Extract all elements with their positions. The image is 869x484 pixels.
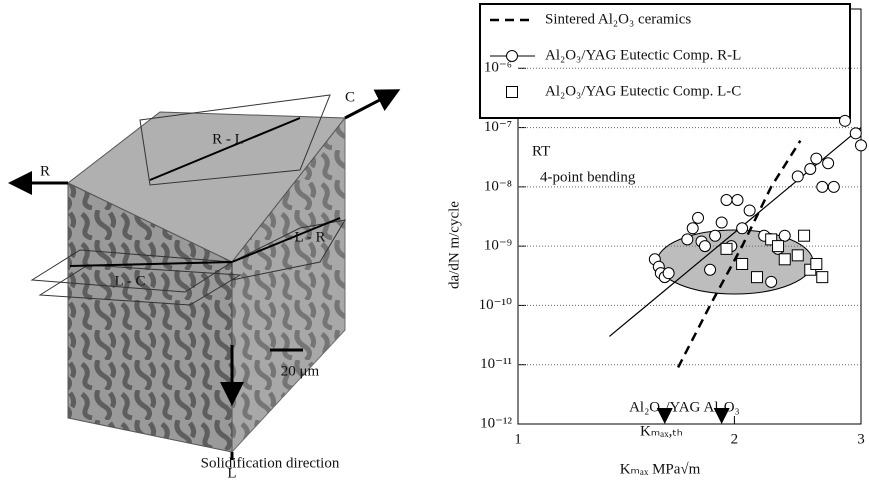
square-marker <box>765 233 778 246</box>
circle-marker <box>686 222 699 235</box>
y-tick-label: 10⁻⁶ <box>484 60 512 76</box>
circle-marker <box>791 170 804 183</box>
square-marker <box>736 257 749 270</box>
dashed-line <box>676 140 802 368</box>
circle-marker <box>692 211 705 224</box>
fit-line <box>608 127 862 337</box>
x-tick-label: 3 <box>857 431 865 447</box>
y-tick-label: 10⁻¹² <box>480 415 512 431</box>
x-tick-label: 1 <box>514 431 522 447</box>
square-marker <box>816 271 829 284</box>
y-tick-label: 10⁻⁹ <box>484 238 512 254</box>
square-marker <box>810 257 823 270</box>
diagram-label: R - L <box>212 131 244 147</box>
annotation: Kₘₐₓ,ₜₕ <box>640 423 683 439</box>
diagram-label: 20 μm <box>281 363 320 379</box>
x-axis-label: Kₘₐₓ MPa√m <box>620 461 701 477</box>
square-marker <box>750 271 763 284</box>
circle-marker <box>816 180 829 193</box>
circle-marker <box>765 275 778 288</box>
annotation: RT <box>532 143 550 159</box>
square-marker <box>772 240 785 253</box>
circle-marker <box>855 139 867 152</box>
arrow-label: Al₂O₃/YAG <box>629 399 700 415</box>
circle-marker <box>720 194 733 207</box>
circle-marker <box>681 233 694 246</box>
square-marker <box>791 249 804 262</box>
square-marker <box>798 229 811 242</box>
arrow-label: Al₂O₃ <box>704 399 740 415</box>
circle-marker <box>704 263 717 276</box>
diagram-label: L - C <box>114 273 145 289</box>
circle-marker <box>804 163 817 176</box>
y-tick-label: 10⁻⁷ <box>484 119 512 135</box>
diagram-label: L <box>227 465 236 481</box>
circle-marker <box>743 204 756 217</box>
circle-marker <box>838 114 851 127</box>
y-tick-label: 10⁻¹⁰ <box>479 297 512 313</box>
circle-marker <box>778 229 791 242</box>
square-marker <box>506 86 518 98</box>
circle-marker <box>822 157 835 170</box>
circle-marker <box>506 50 518 62</box>
circle-marker <box>736 222 749 235</box>
x-tick-label: 2 <box>731 431 739 447</box>
square-marker <box>778 253 791 266</box>
legend-box <box>479 3 851 119</box>
diagram-label: R <box>40 163 50 179</box>
y-tick-label: 10⁻¹¹ <box>480 356 512 372</box>
square-marker <box>720 242 733 255</box>
legend-label: Al₂O₃/YAG Eutectic Comp. L-C <box>545 83 741 99</box>
circle-marker <box>698 240 711 253</box>
microstructure-block <box>8 89 401 460</box>
y-axis-label: da/dN m/cycle <box>446 201 462 289</box>
annotation: 4-point bending <box>540 169 636 185</box>
diagram-label: Solidification direction <box>201 455 340 471</box>
diagram-label: L - R <box>294 229 325 245</box>
legend-label: Al₂O₃/YAG Eutectic Comp. R-L <box>545 47 741 63</box>
y-tick-label: 10⁻⁸ <box>484 178 512 194</box>
circle-marker <box>810 152 823 165</box>
circle-marker <box>731 194 744 207</box>
circle-marker <box>849 127 862 140</box>
circle-marker <box>662 267 675 280</box>
diagram-label: C <box>345 89 355 105</box>
circle-marker <box>715 216 728 229</box>
legend-label: Sintered Al₂O₃ ceramics <box>545 11 691 27</box>
circle-marker <box>827 180 840 193</box>
circle-marker <box>709 229 722 242</box>
